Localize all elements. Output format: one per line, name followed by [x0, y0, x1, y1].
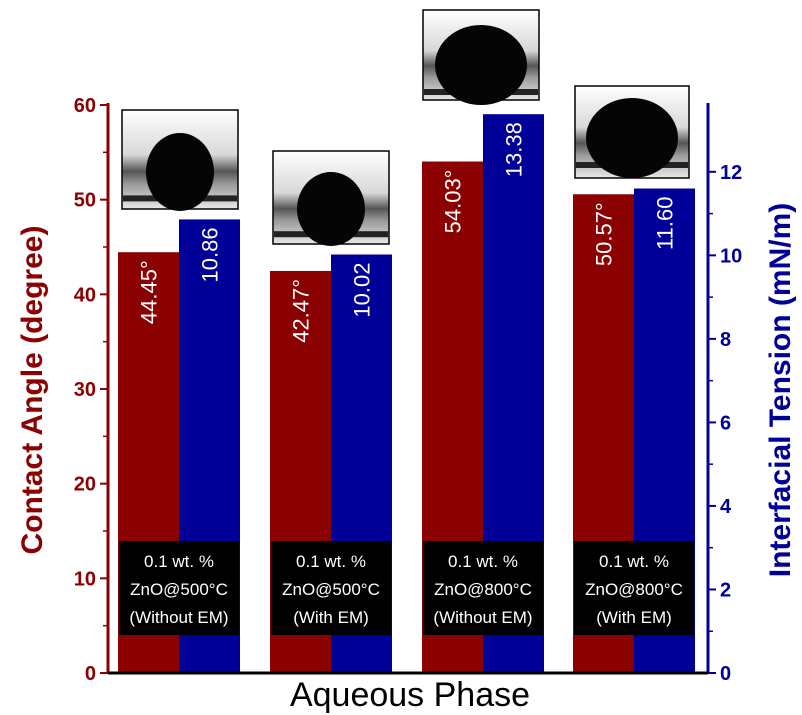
droplet — [586, 98, 678, 178]
axes: 0 10 20 30 40 50 60 0 2 4 6 8 10 12 — [74, 95, 743, 685]
left-tick-label: 0 — [85, 663, 96, 685]
left-tick-label: 30 — [74, 379, 96, 401]
category-label-line: (Without EM) — [433, 608, 532, 627]
category-label-line: ZnO@800°C — [585, 580, 683, 599]
right-axis-title: Interfacial Tension (mN/m) — [764, 203, 797, 578]
right-tick-label: 2 — [720, 579, 731, 601]
bar-value-label: 11.60 — [653, 197, 678, 250]
category-label-line: ZnO@500°C — [282, 580, 380, 599]
x-axis-title: Aqueous Phase — [290, 676, 530, 714]
left-tick-label: 20 — [74, 474, 96, 496]
right-tick-label: 0 — [720, 663, 731, 685]
bar-value-label: 10.86 — [198, 227, 223, 282]
left-axis-title: Contact Angle (degree) — [16, 226, 49, 555]
category-label-box — [574, 541, 694, 635]
droplet — [146, 133, 214, 211]
category-label-line: (Without EM) — [129, 608, 228, 627]
droplet-inset-photo — [121, 109, 239, 211]
category-label-line: ZnO@800°C — [434, 580, 532, 599]
bar-value-label: 44.45° — [137, 260, 162, 324]
left-tick-label: 50 — [74, 190, 96, 212]
right-tick-label: 10 — [720, 245, 742, 267]
category-label-line: 0.1 wt. % — [599, 552, 669, 571]
category-label-box — [119, 541, 239, 635]
droplet — [297, 172, 365, 246]
category-label-boxes: 0.1 wt. % ZnO@500°C (Without EM) 0.1 wt. % Z… — [119, 541, 694, 635]
droplet-inset-photo — [422, 9, 540, 105]
category-label-box — [271, 541, 391, 635]
left-tick-label: 40 — [74, 284, 96, 306]
category-label-box — [423, 541, 543, 635]
right-tick-label: 12 — [720, 162, 742, 184]
category-label-line: ZnO@500°C — [130, 580, 228, 599]
left-tick-label: 60 — [74, 95, 96, 117]
right-tick-label: 4 — [720, 496, 732, 518]
right-tick-label: 8 — [720, 329, 731, 351]
left-tick-label: 10 — [74, 568, 96, 590]
bar-value-label: 42.47° — [289, 279, 314, 343]
bar-value-label: 54.03° — [441, 170, 466, 234]
category-label-line: (With EM) — [293, 608, 369, 627]
category-label-line: (With EM) — [596, 608, 672, 627]
droplet-inset-photo — [574, 85, 690, 179]
category-label-line: 0.1 wt. % — [296, 552, 366, 571]
droplet — [435, 25, 527, 105]
right-tick-label: 6 — [720, 412, 731, 434]
category-label-line: 0.1 wt. % — [448, 552, 518, 571]
droplet-insets — [121, 9, 690, 246]
bar-value-label: 10.02 — [350, 263, 375, 318]
category-label-line: 0.1 wt. % — [144, 552, 214, 571]
bar-value-label: 13.38 — [502, 122, 527, 177]
bar-value-label: 50.57° — [592, 202, 617, 266]
droplet-inset-photo — [272, 150, 390, 246]
